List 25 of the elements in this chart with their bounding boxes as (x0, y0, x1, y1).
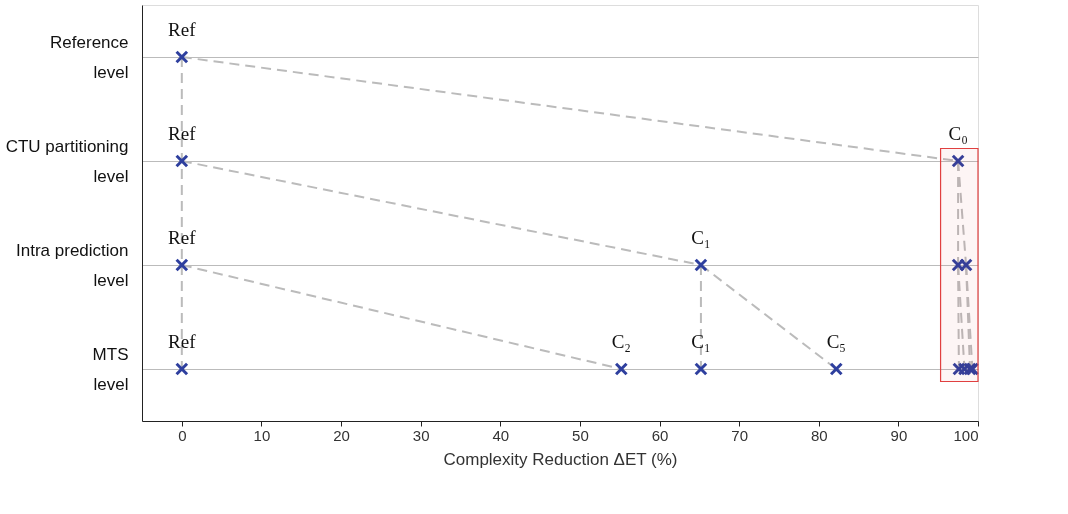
y-tick-label: MTS level (92, 344, 129, 394)
x-tick-label: 90 (890, 426, 908, 444)
annotation: C₁ (691, 331, 711, 352)
annotation: C₁ (691, 227, 711, 248)
x-tick-label: 40 (492, 426, 510, 444)
annotation: C₀ (948, 123, 968, 144)
x-tick-label: 0 (178, 426, 187, 444)
x-tick-label: 30 (412, 426, 430, 444)
x-tick-label: 10 (253, 426, 271, 444)
annotation: Ref (168, 227, 197, 248)
x-tick-label: 60 (651, 426, 669, 444)
annotation: Ref (168, 331, 197, 352)
y-tick-label: CTU partitioning level (5, 136, 129, 186)
annotation: Ref (168, 19, 197, 40)
x-tick-label: 80 (810, 426, 828, 444)
annotation: C₂ (611, 331, 631, 352)
x-tick-label: 20 (333, 426, 350, 444)
x-axis-title: Complexity Reduction ΔET (%) (443, 449, 678, 469)
x-tick-label: 50 (572, 426, 589, 444)
y-tick-label: Reference level (50, 32, 129, 82)
x-tick-label: 70 (731, 426, 748, 444)
x-tick-label: 100 (953, 426, 979, 444)
annotation: C₅ (826, 331, 846, 352)
y-tick-label: Intra prediction level (16, 240, 129, 290)
annotation: Ref (168, 123, 197, 144)
